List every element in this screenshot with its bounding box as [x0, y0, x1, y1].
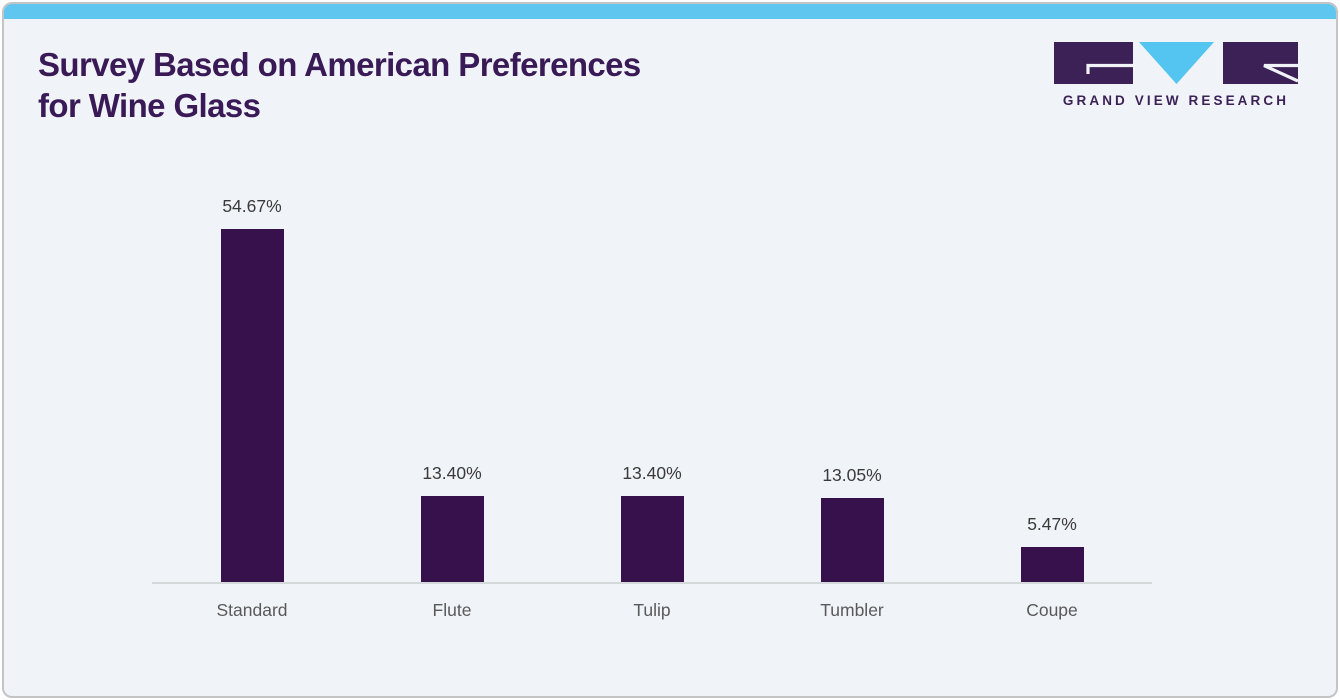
bar-group-tumbler: 13.05%	[752, 465, 952, 582]
top-accent-bar	[4, 4, 1336, 19]
x-axis-line	[152, 582, 1152, 584]
logo-text: GRAND VIEW RESEARCH	[1062, 93, 1290, 108]
bar-coupe	[1020, 546, 1084, 582]
bar-value-label: 13.05%	[822, 464, 882, 485]
x-axis-label-flute: Flute	[432, 600, 472, 620]
bar-group-coupe: 5.47%	[952, 514, 1152, 582]
bar-tumbler	[820, 497, 884, 582]
bar-value-label: 54.67%	[222, 196, 282, 216]
page-title-line2: for Wine Glass	[38, 87, 261, 124]
gvr-logo-mark	[1054, 42, 1298, 84]
bar-tulip	[620, 495, 684, 582]
bar-value-label: 13.40%	[422, 462, 482, 483]
x-axis-label-tumbler: Tumbler	[820, 600, 884, 620]
x-axis-labels: Standard Flute Tulip Tumbler Coupe	[152, 600, 1152, 621]
bar-flute	[420, 495, 484, 582]
x-axis-label-standard: Standard	[216, 600, 288, 620]
bar-group-flute: 13.40%	[352, 462, 552, 582]
x-axis-label-coupe: Coupe	[1026, 600, 1078, 620]
logo-r-icon	[1223, 42, 1298, 84]
logo-g-icon	[1054, 42, 1133, 84]
bar-standard	[220, 229, 284, 582]
gvr-logo: GRAND VIEW RESEARCH	[1054, 42, 1298, 108]
page-title-line1: Survey Based on American Preferences	[38, 46, 641, 83]
bar-group-tulip: 13.40%	[552, 462, 752, 582]
bar-group-standard: 54.67%	[152, 196, 352, 582]
bar-chart: 54.67% 13.40% 13.40% 13.05% 5.47%	[152, 162, 1152, 582]
bar-value-label: 13.40%	[622, 462, 682, 483]
x-axis-label-tulip: Tulip	[633, 600, 671, 620]
bar-value-label: 5.47%	[1027, 513, 1077, 534]
page-title: Survey Based on American Preferences for…	[38, 44, 641, 126]
logo-v-icon	[1139, 42, 1214, 84]
